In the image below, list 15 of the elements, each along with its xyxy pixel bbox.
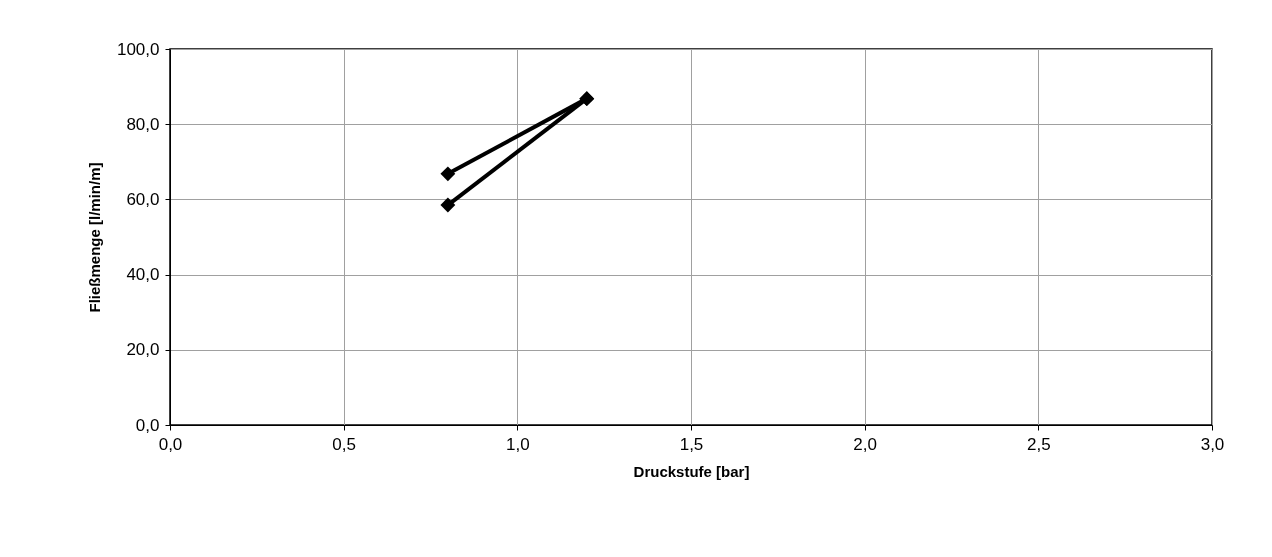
y-tick-label: 60,0 bbox=[126, 189, 160, 209]
y-tick-label: 40,0 bbox=[126, 265, 160, 285]
y-axis-title: Fließmenge [l/min/m] bbox=[85, 162, 103, 313]
y-tick-label: 100,0 bbox=[116, 39, 160, 59]
y-tick-label: 80,0 bbox=[126, 114, 160, 134]
x-tick-label: 1,0 bbox=[506, 434, 530, 454]
x-tick-label: 0,5 bbox=[332, 434, 356, 454]
x-tick-label: 3,0 bbox=[1200, 434, 1225, 454]
x-tick-label: 1,5 bbox=[679, 434, 704, 454]
x-tick-label: 2,5 bbox=[1027, 434, 1051, 454]
x-tick-label: 2,0 bbox=[853, 434, 877, 454]
y-tick-label: 20,0 bbox=[126, 340, 160, 360]
y-tick-label: 0,0 bbox=[135, 415, 160, 435]
x-axis-title: Druckstufe [bar] bbox=[633, 462, 750, 480]
x-tick-label: 0,0 bbox=[158, 434, 183, 454]
